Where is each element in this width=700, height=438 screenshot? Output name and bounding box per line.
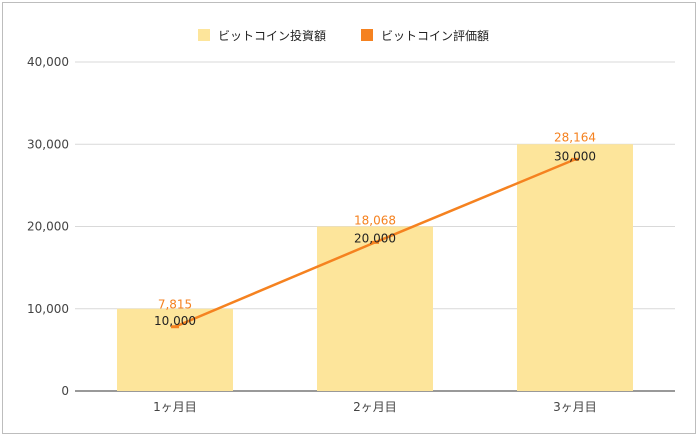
bar: [117, 308, 233, 391]
y-tick-label: 40,000: [27, 55, 69, 69]
line-point: [171, 325, 179, 329]
y-tick-label: 30,000: [27, 137, 69, 151]
y-tick-label: 10,000: [27, 302, 69, 316]
bar: [317, 226, 433, 391]
legend-label-line: ビットコイン評価額: [381, 28, 489, 43]
line-data-label: 28,164: [554, 130, 596, 144]
bar-data-label: 20,000: [354, 232, 396, 246]
combo-chart: 0 10,000 20,000 30,000 40,000 1ヶ月目 2ヶ月目 3ヶ月目 10,…: [27, 28, 675, 414]
line-point: [371, 240, 379, 244]
chart-frame: 0 10,000 20,000 30,000 40,000 1ヶ月目 2ヶ月目 3ヶ月目 10,…: [2, 2, 696, 434]
legend-label-bar: ビットコイン投資額: [218, 28, 326, 43]
bar-data-label: 10,000: [154, 314, 196, 328]
x-tick-label: 1ヶ月目: [153, 400, 197, 414]
legend-swatch-bar: [198, 29, 210, 41]
bar-data-label: 30,000: [554, 149, 596, 163]
y-tick-label: 0: [61, 384, 69, 398]
x-tick-label: 3ヶ月目: [553, 400, 597, 414]
line-data-label: 18,068: [354, 213, 396, 227]
line-point: [571, 157, 579, 161]
line-data-label: 7,815: [158, 298, 192, 312]
bar: [517, 144, 633, 391]
legend-swatch-line: [361, 29, 373, 41]
y-tick-label: 20,000: [27, 220, 69, 234]
x-tick-label: 2ヶ月目: [353, 400, 397, 414]
